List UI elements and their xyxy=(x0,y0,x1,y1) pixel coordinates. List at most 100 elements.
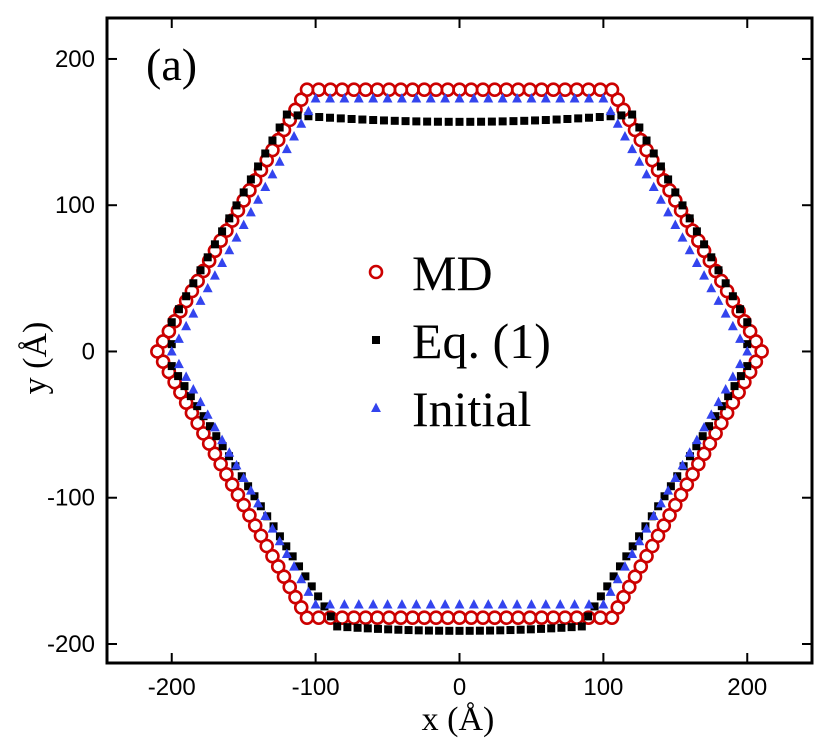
data-point xyxy=(699,270,710,280)
x-tick-label: 200 xyxy=(727,674,767,701)
data-point xyxy=(497,599,508,609)
data-point xyxy=(405,82,420,97)
data-point xyxy=(339,93,350,103)
data-point xyxy=(433,117,442,126)
x-axis-title: x (Å) xyxy=(422,701,495,738)
data-point xyxy=(346,610,362,625)
data-point xyxy=(411,599,422,609)
data-point xyxy=(244,482,253,491)
data-point xyxy=(444,117,453,126)
data-point xyxy=(707,253,716,262)
legend-label: MD xyxy=(412,245,493,301)
data-point xyxy=(196,266,205,275)
data-point xyxy=(193,402,202,411)
data-point xyxy=(711,412,720,421)
data-point xyxy=(463,610,479,625)
y-tick-label: -100 xyxy=(47,485,95,512)
data-point xyxy=(595,113,604,122)
data-point xyxy=(343,623,352,632)
data-point xyxy=(245,206,256,217)
data-point xyxy=(311,82,327,97)
data-point xyxy=(238,472,249,483)
data-point xyxy=(231,459,242,470)
data-point xyxy=(182,292,191,301)
y-tick-label: 200 xyxy=(55,46,95,73)
data-point xyxy=(369,116,378,125)
y-tick-label: 0 xyxy=(82,338,95,365)
data-point xyxy=(303,105,314,116)
data-point xyxy=(440,610,456,625)
data-point xyxy=(663,485,674,495)
data-point xyxy=(455,117,464,126)
legend-item-md: MD xyxy=(368,245,493,301)
data-point xyxy=(465,626,474,635)
data-point xyxy=(705,422,714,431)
data-point xyxy=(666,482,675,491)
data-point xyxy=(496,626,505,635)
data-point xyxy=(209,421,220,432)
data-point xyxy=(253,194,264,204)
data-point xyxy=(245,485,256,495)
data-point xyxy=(724,392,733,401)
data-point xyxy=(627,143,638,154)
data-point xyxy=(748,354,764,370)
data-point xyxy=(628,110,637,119)
data-point xyxy=(267,168,278,179)
data-point xyxy=(487,82,502,97)
data-point xyxy=(499,610,514,625)
data-point xyxy=(678,201,687,210)
data-point xyxy=(384,625,393,634)
data-point xyxy=(736,305,745,314)
series-initial xyxy=(166,93,753,609)
data-point xyxy=(347,114,356,123)
data-point xyxy=(617,111,626,120)
data-point xyxy=(685,214,694,223)
x-tick-label: -100 xyxy=(292,674,340,701)
data-point xyxy=(584,612,593,621)
data-point xyxy=(232,201,241,210)
series-eq-1- xyxy=(167,110,752,635)
data-point xyxy=(425,93,436,103)
data-point xyxy=(670,472,681,483)
data-point xyxy=(381,610,397,625)
legend-marker xyxy=(371,402,381,413)
data-point xyxy=(546,82,561,97)
data-point xyxy=(727,320,738,331)
data-point xyxy=(186,392,195,401)
data-point xyxy=(590,602,599,611)
data-point xyxy=(574,114,583,123)
data-point xyxy=(440,93,451,103)
data-point xyxy=(268,136,277,145)
data-point xyxy=(275,123,284,132)
data-point xyxy=(612,118,623,128)
data-point xyxy=(526,93,537,103)
data-point xyxy=(706,282,717,293)
data-point xyxy=(173,358,184,369)
data-point xyxy=(282,110,291,119)
data-point xyxy=(174,305,183,314)
data-point xyxy=(498,117,507,126)
data-point xyxy=(656,162,665,171)
data-point xyxy=(475,610,491,625)
data-point xyxy=(522,610,538,625)
data-point xyxy=(231,232,242,242)
data-point xyxy=(537,624,546,633)
data-point xyxy=(648,181,659,192)
data-point xyxy=(237,472,246,481)
data-point xyxy=(673,472,682,481)
data-point xyxy=(584,599,594,609)
data-point xyxy=(217,257,228,267)
data-point xyxy=(520,116,529,125)
data-point xyxy=(212,432,221,441)
data-point xyxy=(334,82,350,97)
data-point xyxy=(475,626,484,635)
data-point xyxy=(592,610,608,625)
data-point xyxy=(567,623,576,632)
data-point xyxy=(181,320,192,331)
legend-item-initial: Initial xyxy=(371,381,531,437)
data-point xyxy=(455,626,464,635)
data-point xyxy=(393,610,409,625)
data-point xyxy=(466,117,475,126)
data-point xyxy=(671,188,680,197)
data-point xyxy=(596,592,605,601)
